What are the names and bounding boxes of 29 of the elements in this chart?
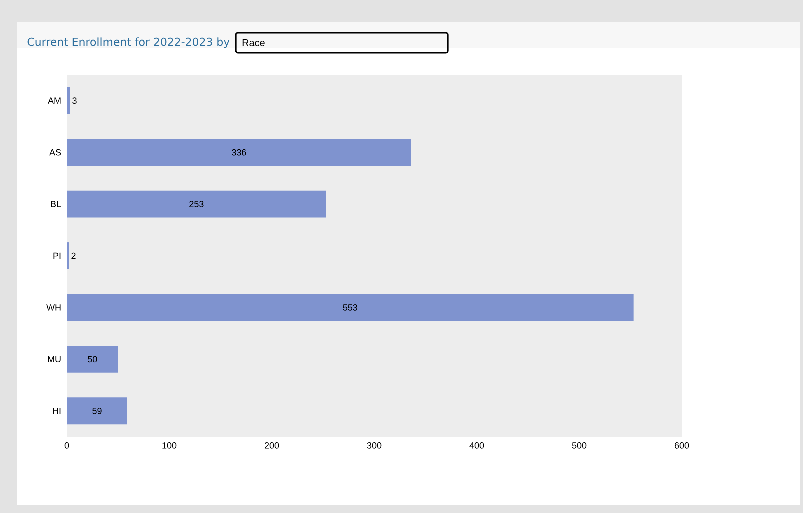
bar (67, 190, 326, 218)
x-tick-label: 0 (64, 442, 70, 449)
data-label: 253 (190, 201, 204, 208)
data-label: 2 (72, 252, 76, 260)
y-tick-label: PI (54, 252, 61, 260)
x-tick-label: 100 (162, 442, 177, 449)
data-label: 336 (232, 149, 246, 156)
y-tick-label: BL (51, 201, 62, 208)
bar (67, 139, 412, 166)
chart-subtitle: Race (242, 40, 265, 46)
y-tick-label: AM (48, 98, 61, 104)
bar (67, 346, 118, 373)
data-label: 59 (92, 408, 102, 414)
x-tick-label: 300 (367, 442, 382, 449)
x-tick-label: 200 (264, 442, 280, 449)
x-tick-label: 600 (674, 442, 690, 449)
data-label: 553 (343, 304, 358, 311)
y-tick-label: AS (50, 149, 62, 156)
bar (67, 87, 70, 114)
data-label: 50 (88, 356, 98, 363)
y-tick-label: WH (46, 304, 61, 311)
bar (67, 398, 128, 425)
y-tick-label: MU (48, 356, 61, 363)
bar (67, 294, 634, 322)
chart-title: Current Enrollment for 2022-2023 by (28, 38, 230, 48)
y-tick-label: HI (53, 408, 61, 414)
data-label: 3 (72, 98, 77, 104)
x-tick-label: 500 (572, 442, 587, 449)
x-tick-label: 400 (470, 442, 484, 449)
